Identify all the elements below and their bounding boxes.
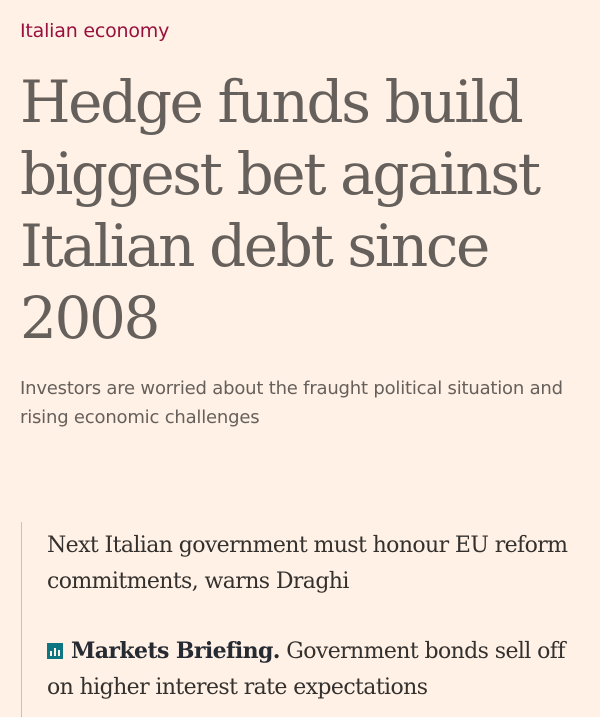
article-headline: Hedge funds build biggest bet against It… [20,68,541,352]
article-standfirst: Investors are worried about the fraught … [20,378,563,428]
bar-chart-icon [47,643,63,659]
related-article-link[interactable]: Markets Briefing. Government bonds sell … [47,633,587,706]
related-article-title: Government bonds sell off on higher inte… [47,639,565,700]
series-label: Markets Briefing. [71,638,280,664]
topic-link[interactable]: Italian economy [20,20,170,42]
related-article-link[interactable]: Next Italian government must honour EU r… [47,533,568,594]
related-articles: Next Italian government must honour EU r… [21,522,592,717]
